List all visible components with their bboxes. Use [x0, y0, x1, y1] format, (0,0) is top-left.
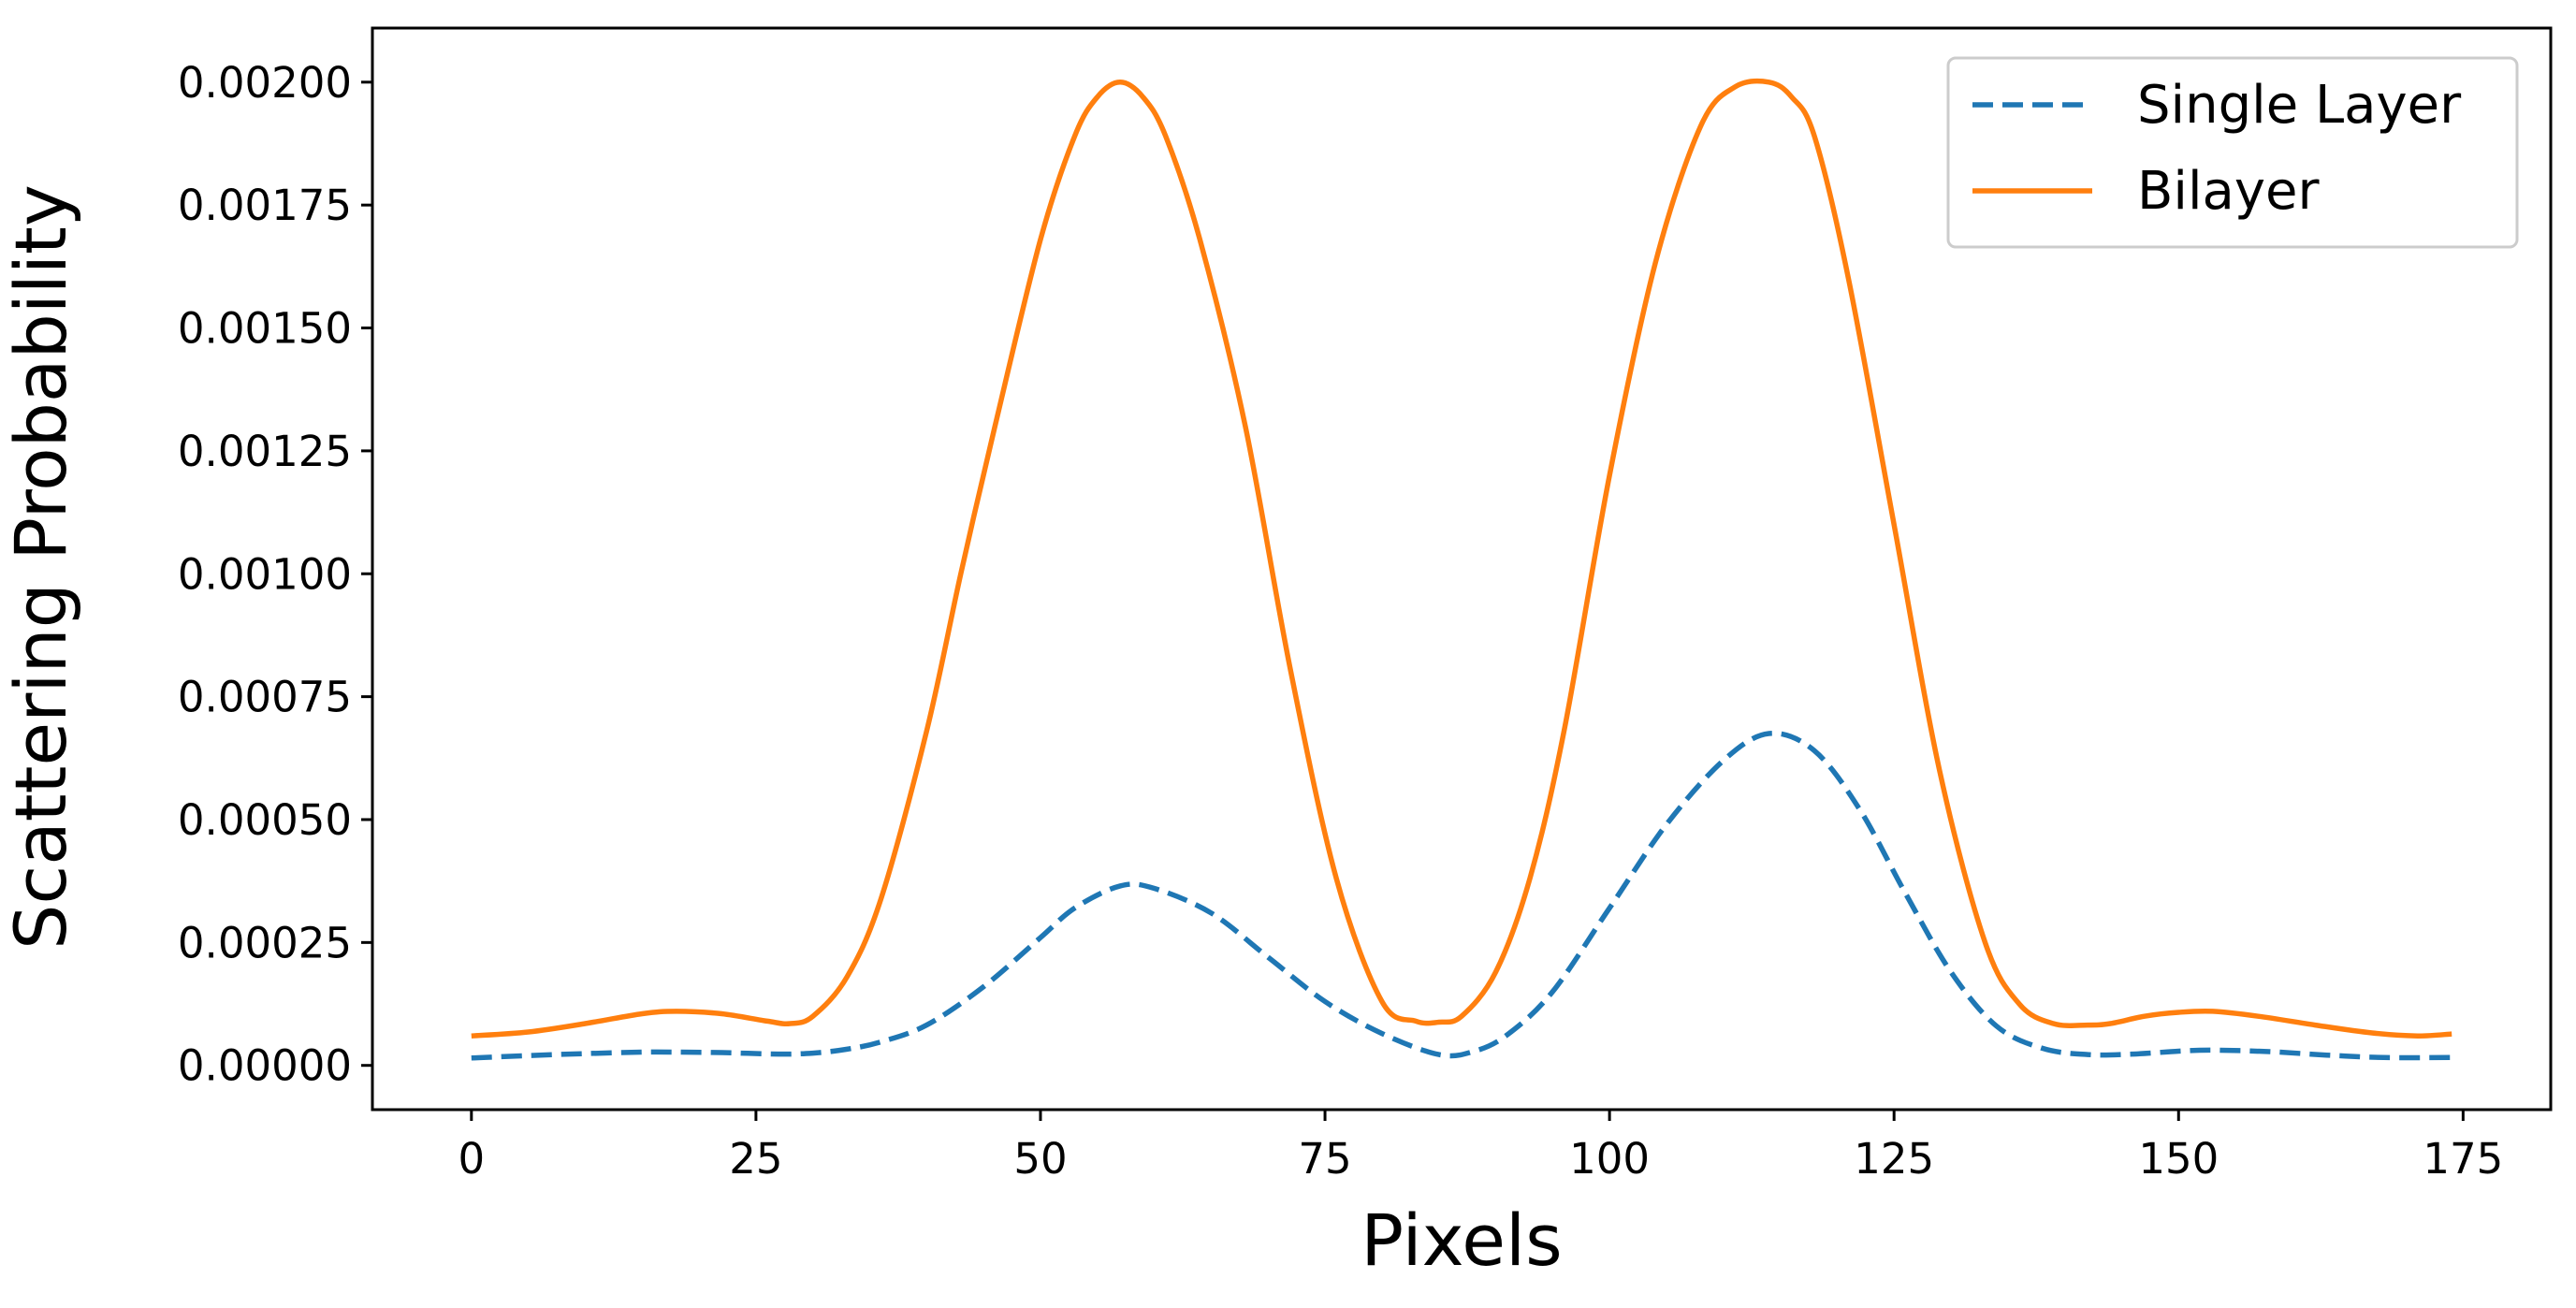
- x-tick-label: 175: [2423, 1134, 2503, 1184]
- x-tick-label: 100: [1569, 1134, 1650, 1184]
- y-tick-label: 0.00175: [178, 181, 352, 230]
- y-tick-label: 0.00200: [178, 58, 352, 108]
- x-tick-label: 25: [729, 1134, 782, 1184]
- x-tick-label: 0: [458, 1134, 485, 1184]
- y-tick-label: 0.00150: [178, 304, 352, 354]
- y-tick-label: 0.00100: [178, 549, 352, 599]
- legend: Single Layer Bilayer: [1946, 56, 2519, 249]
- x-tick-label: 75: [1298, 1134, 1351, 1184]
- x-tick-label: 150: [2138, 1134, 2219, 1184]
- axes-layer: 0 25 50 75 100 125 150 175 0.00000 0.00025 0.00050…: [178, 26, 2553, 1184]
- series-layer: [471, 78, 2452, 1061]
- x-tick-label: 125: [1854, 1134, 1934, 1184]
- y-tick-label: 0.00050: [178, 795, 352, 845]
- y-tick-label: 0.00025: [178, 918, 352, 967]
- y-tick-label: 0.00075: [178, 673, 352, 722]
- series-line-bilayer: [471, 78, 2452, 1039]
- y-axis-title: Scattering Probability: [0, 184, 82, 950]
- x-tick-label: 50: [1013, 1134, 1067, 1184]
- legend-label-bilayer: Bilayer: [2137, 161, 2320, 222]
- legend-frame: [1946, 56, 2519, 249]
- y-tick-label: 0.00125: [178, 427, 352, 476]
- x-axis-title: Pixels: [1361, 1199, 1562, 1282]
- legend-label-single-layer: Single Layer: [2137, 75, 2462, 136]
- y-tick-label: 0.00000: [178, 1041, 352, 1091]
- series-line-single-layer: [471, 730, 2452, 1061]
- plot-frame: [371, 26, 2553, 1112]
